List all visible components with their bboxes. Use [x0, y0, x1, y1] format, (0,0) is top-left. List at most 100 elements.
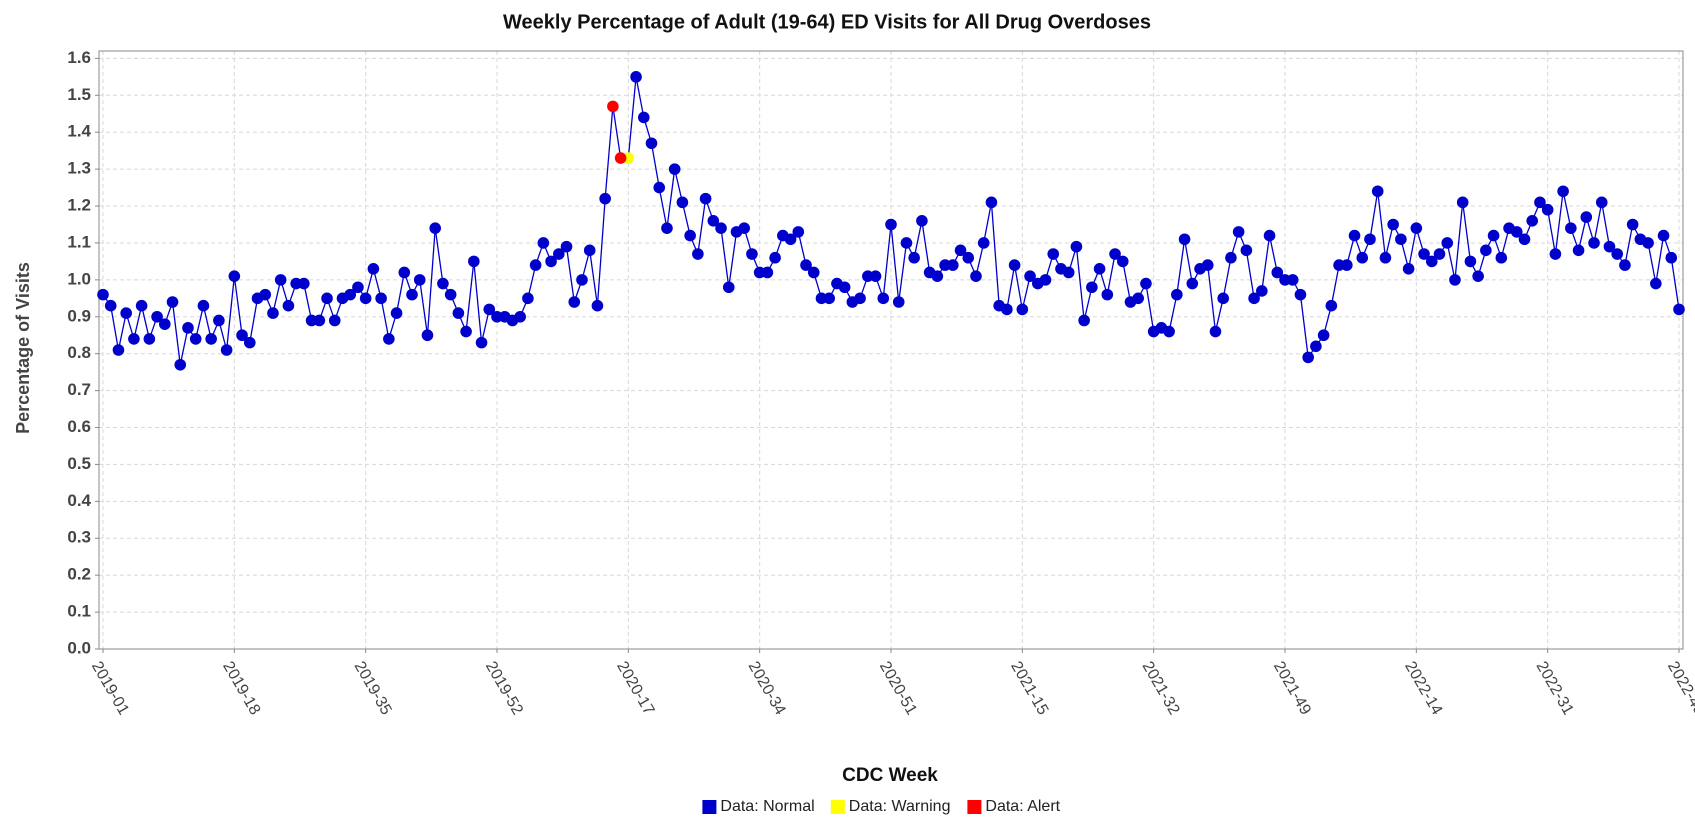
data-point: [1101, 288, 1114, 301]
data-point: [159, 318, 171, 330]
data-point: [344, 288, 357, 301]
data-point: [1209, 325, 1222, 338]
line-segment: [882, 224, 892, 299]
line-segment: [1207, 265, 1217, 332]
legend-label: Data: Normal: [720, 798, 814, 815]
data-point: [900, 237, 913, 249]
line-segment: [604, 106, 614, 199]
data-point: [854, 292, 866, 305]
y-axis-title: Percentage of Visits: [13, 262, 33, 434]
line-segment: [890, 224, 900, 303]
line-segment: [983, 202, 993, 244]
data-point: [607, 100, 619, 113]
data-point: [1225, 251, 1237, 264]
data-point: [444, 288, 457, 301]
legend-swatch: [830, 800, 845, 814]
data-point: [1016, 303, 1029, 316]
data-point: [1171, 288, 1183, 301]
data-point: [1116, 255, 1129, 268]
data-point: [1317, 329, 1330, 342]
data-point: [553, 248, 565, 260]
line-segment: [1647, 242, 1657, 284]
line-segment: [233, 276, 243, 336]
data-point: [1047, 248, 1060, 260]
line-segment: [565, 246, 575, 303]
data-point: [1534, 196, 1546, 209]
data-point: [769, 251, 781, 264]
data-point: [1526, 215, 1539, 227]
data-point: [792, 226, 805, 238]
data-point: [1240, 244, 1253, 257]
x-tick-label: 2019-18: [219, 659, 263, 718]
data-point: [1178, 233, 1191, 246]
line-segment: [1462, 202, 1472, 262]
line-segment: [913, 220, 923, 258]
x-axis-title: CDC Week: [842, 765, 938, 786]
line-segment: [1006, 264, 1016, 310]
data-point: [267, 307, 279, 319]
data-point: [576, 274, 588, 286]
data-point: [120, 307, 132, 319]
data-point: [174, 358, 187, 371]
line-segment: [395, 272, 405, 314]
data-point: [1565, 222, 1577, 234]
data-point: [931, 270, 944, 282]
data-point: [1325, 299, 1338, 312]
x-tick-label: 2021-49: [1270, 659, 1314, 718]
data-point: [460, 325, 472, 338]
line-segment: [1454, 202, 1464, 280]
chart-title: Weekly Percentage of Adult (19-64) ED Vi…: [503, 11, 1151, 33]
data-point: [1549, 248, 1562, 260]
data-point: [1395, 233, 1407, 246]
data-point: [583, 244, 596, 257]
line-segment: [380, 298, 390, 340]
data-point: [112, 344, 125, 356]
y-tick-label: 0.7: [67, 380, 91, 399]
data-point: [1410, 222, 1423, 234]
line-segment: [728, 231, 738, 288]
x-tick-label: 2020-17: [613, 659, 657, 718]
data-point: [645, 137, 658, 150]
data-point: [630, 71, 642, 83]
data-point: [1650, 277, 1662, 290]
data-point: [1433, 248, 1446, 260]
line-segment: [658, 187, 668, 229]
data-point: [313, 314, 326, 327]
data-point: [877, 292, 890, 305]
data-point: [908, 251, 920, 264]
data-point: [1665, 251, 1678, 264]
data-point: [784, 233, 797, 246]
y-tick-label: 0.1: [67, 602, 91, 621]
data-point: [1132, 292, 1145, 305]
line-segment: [1075, 246, 1085, 321]
data-point: [962, 251, 975, 264]
data-point: [746, 248, 758, 260]
x-tick-label: 2019-52: [482, 659, 526, 718]
data-point: [545, 255, 557, 268]
data-point: [722, 281, 735, 294]
data-point: [1588, 237, 1600, 249]
data-point: [1619, 259, 1631, 271]
data-point: [375, 292, 387, 305]
x-tick-label: 2020-51: [876, 659, 920, 718]
data-point: [1472, 270, 1484, 282]
data-point: [838, 281, 851, 294]
data-point: [591, 299, 604, 312]
y-tick-label: 1.1: [67, 232, 91, 251]
line-segment: [720, 228, 730, 288]
line-segment: [627, 76, 637, 159]
line-segment: [1122, 261, 1132, 303]
y-tick-label: 0.4: [67, 491, 91, 510]
data-point: [429, 222, 441, 234]
line-segment: [596, 198, 606, 306]
data-point: [406, 288, 418, 301]
line-segment: [225, 276, 235, 351]
y-tick-label: 0.3: [67, 528, 91, 547]
data-point: [135, 299, 148, 312]
data-point: [1109, 248, 1121, 260]
x-tick-label: 2021-32: [1139, 659, 1183, 718]
line-segment: [171, 301, 181, 365]
data-point: [383, 333, 395, 345]
data-point: [1611, 248, 1623, 260]
data-point: [1425, 255, 1438, 268]
